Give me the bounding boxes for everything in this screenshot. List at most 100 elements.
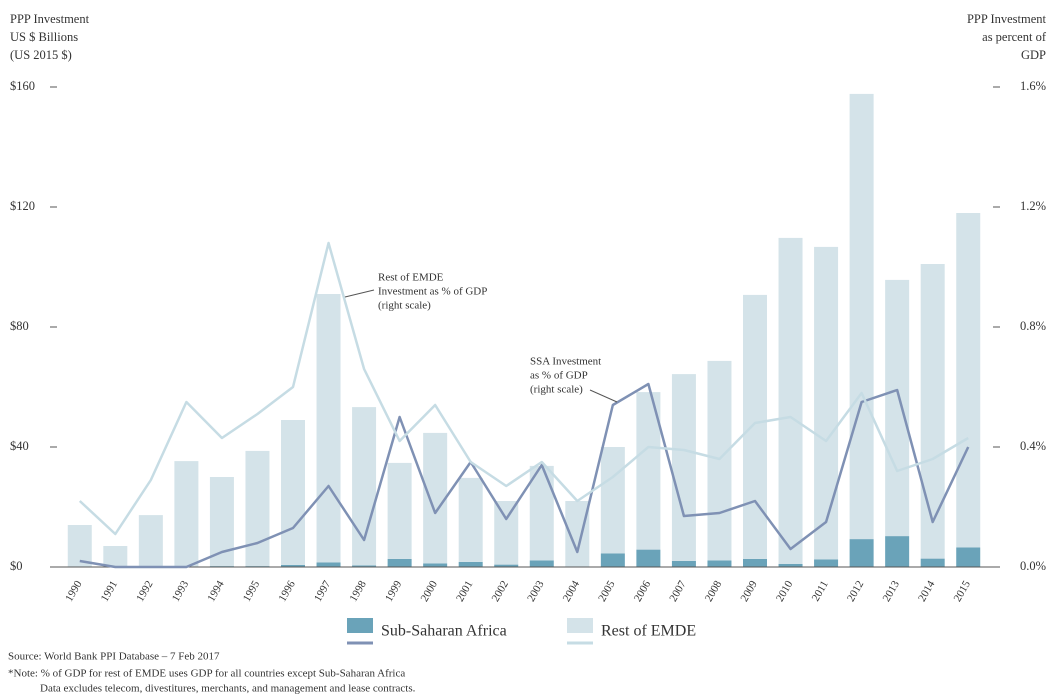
x-tick-label: 1995 xyxy=(241,578,263,603)
x-tick-label: 2013 xyxy=(881,578,903,603)
annotation: SSA Investment xyxy=(530,356,601,368)
annotation: (right scale) xyxy=(378,300,431,312)
bar xyxy=(103,546,128,567)
bar xyxy=(387,462,412,559)
x-tick-label: 2002 xyxy=(490,579,511,604)
bar xyxy=(849,93,874,540)
annotation: Rest of EMDE xyxy=(378,272,444,284)
y-tick-label: $80 xyxy=(10,319,29,333)
bar xyxy=(316,294,341,563)
bar xyxy=(529,560,554,567)
x-tick-label: 2011 xyxy=(810,579,831,604)
bar xyxy=(67,525,92,567)
x-tick-label: 1993 xyxy=(170,578,192,603)
bar xyxy=(458,561,483,567)
line-series xyxy=(78,241,969,536)
note: Data excludes telecom, divestitures, mer… xyxy=(40,683,416,695)
x-tick-label: 2012 xyxy=(845,579,866,604)
x-tick-label: 2008 xyxy=(703,578,725,603)
x-tick-label: 2006 xyxy=(632,578,654,603)
bar xyxy=(636,549,661,567)
legend-label: Rest of EMDE xyxy=(601,623,696,640)
x-tick-label: 2014 xyxy=(916,578,938,603)
bar xyxy=(956,213,981,548)
legend-swatch xyxy=(347,618,373,633)
x-tick-label: 2001 xyxy=(454,579,475,604)
bar xyxy=(920,264,945,559)
bar xyxy=(458,477,483,562)
y-tick-label: $120 xyxy=(10,199,35,213)
bar xyxy=(920,558,945,567)
x-tick-label: 2007 xyxy=(667,578,689,603)
bar xyxy=(387,558,412,567)
y2-tick-label: 0.0% xyxy=(1020,559,1046,573)
bar xyxy=(423,432,448,564)
bar xyxy=(743,294,767,559)
annotation: (right scale) xyxy=(530,384,583,396)
y-axis-title: PPP Investment xyxy=(10,12,90,26)
bar xyxy=(671,561,696,567)
bar xyxy=(281,564,305,567)
bar xyxy=(245,450,270,567)
x-tick-label: 1994 xyxy=(205,578,227,603)
x-tick-label: 2005 xyxy=(596,578,618,603)
legend-label: Sub-Saharan Africa xyxy=(381,623,507,640)
bar xyxy=(494,564,519,567)
x-tick-label: 1990 xyxy=(63,578,85,603)
bar xyxy=(423,563,448,567)
bar xyxy=(814,246,839,560)
y2-tick-label: 0.8% xyxy=(1020,319,1046,333)
x-tick-label: 1991 xyxy=(99,579,120,604)
x-tick-label: 2003 xyxy=(525,578,547,603)
source: Source: World Bank PPI Database – 7 Feb … xyxy=(8,651,220,663)
bar xyxy=(956,547,981,567)
x-tick-label: 2000 xyxy=(419,578,441,603)
bar xyxy=(743,558,767,567)
bar xyxy=(352,565,377,567)
legend-swatch xyxy=(567,618,593,633)
annotation: Investment as % of GDP xyxy=(378,286,487,298)
annotation-leader xyxy=(589,389,618,403)
y2-axis-title: GDP xyxy=(1021,48,1046,62)
y2-tick-label: 1.6% xyxy=(1020,79,1046,93)
bar xyxy=(814,559,839,567)
annotation-leader xyxy=(344,289,375,298)
bar xyxy=(600,553,625,567)
note: *Note: % of GDP for rest of EMDE uses GD… xyxy=(8,668,405,680)
x-tick-label: 2004 xyxy=(561,578,583,603)
y2-axis-title: as percent of xyxy=(982,30,1047,44)
bar xyxy=(138,515,163,567)
bar xyxy=(352,407,377,566)
x-tick-label: 2015 xyxy=(952,578,974,603)
y-tick-label: $40 xyxy=(10,439,29,453)
bar xyxy=(849,539,874,567)
y-axis-title: (US 2015 $) xyxy=(10,48,72,62)
bar xyxy=(529,465,554,561)
bar xyxy=(316,562,341,567)
bar xyxy=(885,536,910,567)
bar xyxy=(707,360,732,561)
y-tick-label: $0 xyxy=(10,559,23,573)
bar xyxy=(600,447,625,554)
bar xyxy=(778,564,803,567)
x-tick-label: 2010 xyxy=(774,578,796,603)
x-tick-label: 1999 xyxy=(383,578,405,603)
line-series xyxy=(79,382,970,569)
bar xyxy=(707,560,732,567)
x-tick-label: 1998 xyxy=(347,578,369,603)
bar xyxy=(885,279,910,537)
x-tick-label: 1996 xyxy=(276,578,298,603)
y2-axis-title: PPP Investment xyxy=(967,12,1047,26)
bar xyxy=(174,461,199,567)
bar xyxy=(778,237,803,564)
x-tick-label: 1992 xyxy=(134,579,155,604)
bar xyxy=(281,420,305,565)
bar xyxy=(494,501,519,565)
x-tick-label: 2009 xyxy=(738,578,760,603)
annotation: as % of GDP xyxy=(530,370,588,382)
y-axis-title: US $ Billions xyxy=(10,30,78,44)
x-tick-label: 1997 xyxy=(312,578,334,603)
y2-tick-label: 0.4% xyxy=(1020,439,1046,453)
